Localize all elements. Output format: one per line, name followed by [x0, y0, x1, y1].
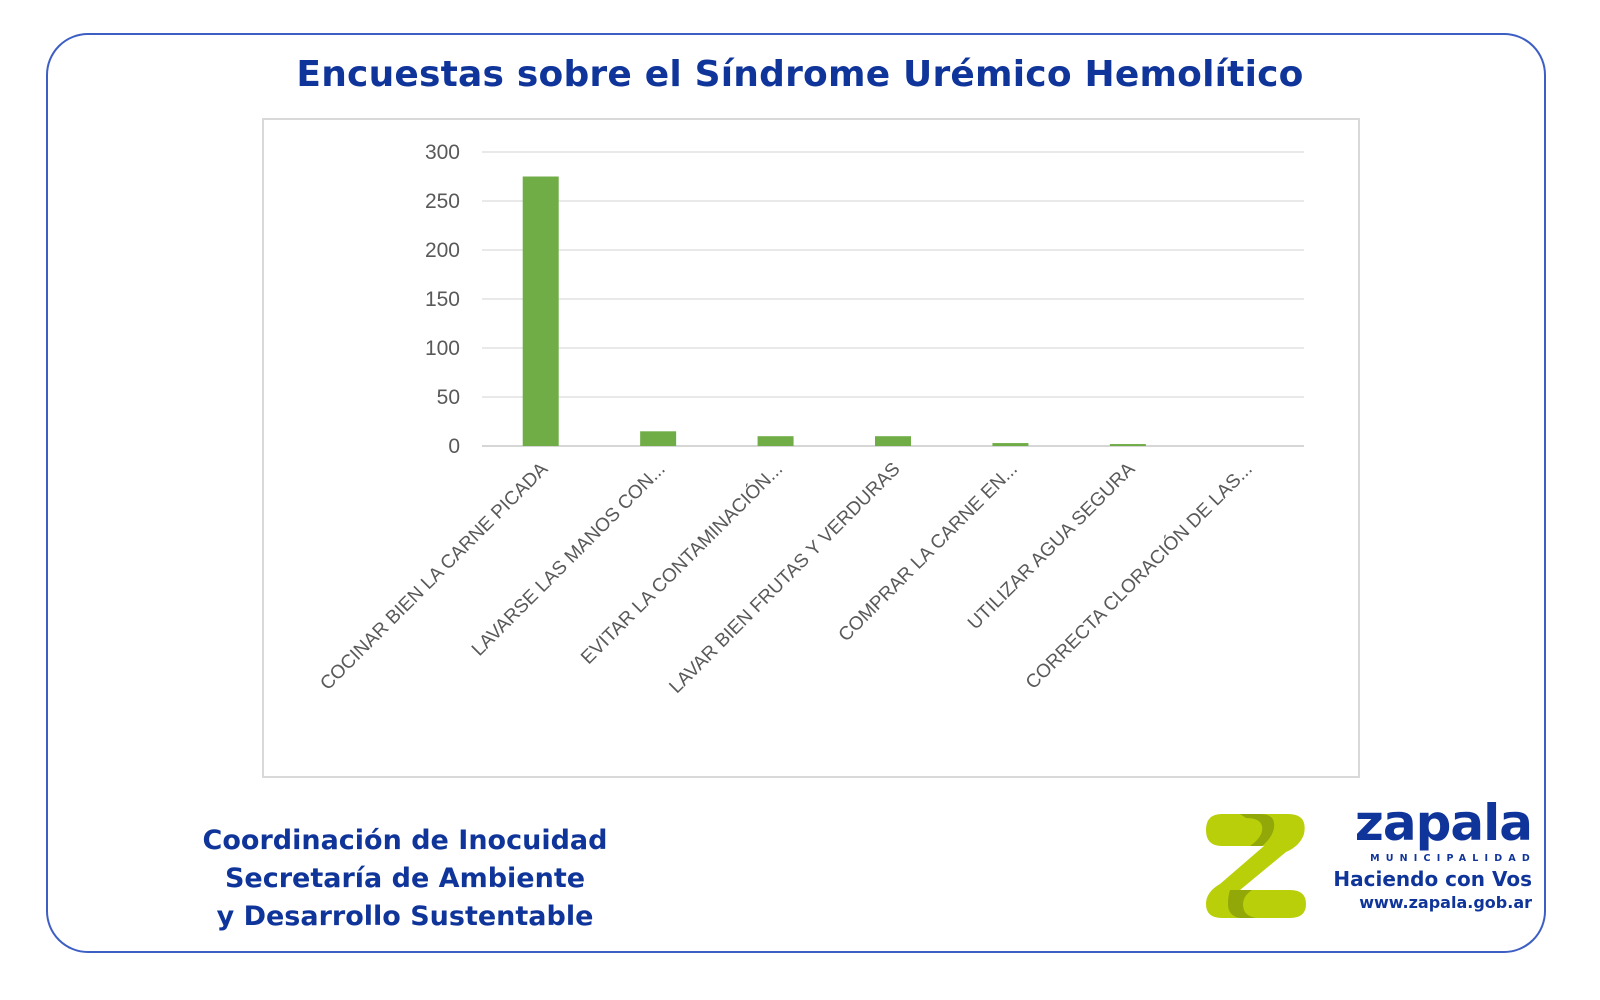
x-category-label: LAVAR BIEN FRUTAS Y VERDURAS	[665, 459, 904, 698]
chart-area: 300 250 200 150 100 50 0 COCINAR BIEN LA CARNE …	[262, 118, 1360, 778]
y-tick-label: 100	[425, 337, 460, 360]
bar	[992, 443, 1029, 446]
brand-subtitle: MUNICIPALIDAD	[1370, 853, 1536, 864]
footer-credits: Coordinación de Inocuidad Secretaría de …	[165, 822, 645, 936]
bar	[522, 176, 559, 446]
x-category-label: CORRECTA CLORACIÓN DE LAS...	[1021, 458, 1257, 694]
footer-line-3: y Desarrollo Sustentable	[216, 901, 594, 932]
brand-block: zapala MUNICIPALIDAD Haciendo con Vos ww…	[1332, 794, 1533, 912]
y-tick-label: 50	[437, 386, 460, 409]
y-tick-label: 250	[425, 190, 460, 213]
x-category-label: COCINAR BIEN LA CARNE PICADA	[316, 458, 552, 694]
bar	[875, 436, 911, 446]
zapala-z-logo-icon	[1200, 806, 1312, 929]
brand-url[interactable]: www.zapala.gob.ar	[1359, 893, 1532, 912]
y-tick-label: 0	[448, 435, 460, 458]
y-tick-label: 150	[425, 288, 460, 311]
x-category-label: LAVARSE LAS MANOS CON...	[468, 459, 670, 661]
footer-line-2: Secretaría de Ambiente	[224, 863, 586, 894]
brand-name: zapala	[1354, 794, 1533, 852]
y-tick-label: 300	[425, 141, 460, 164]
bar	[1109, 444, 1146, 446]
x-category-label: EVITAR LA CONTAMINACIÓN...	[576, 458, 787, 669]
y-tick-label: 200	[425, 239, 460, 262]
page-title: Encuestas sobre el Síndrome Urémico Hemo…	[296, 54, 1304, 95]
bar	[640, 431, 677, 446]
footer-line-1: Coordinación de Inocuidad	[202, 825, 608, 856]
bar	[757, 436, 794, 446]
brand-slogan: Haciendo con Vos	[1333, 867, 1532, 891]
